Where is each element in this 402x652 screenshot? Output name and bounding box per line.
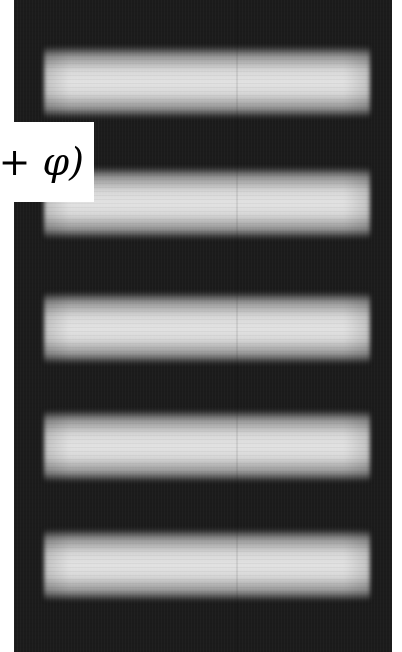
fringe-band-1 [44,46,370,118]
fringe-band-2 [44,167,370,239]
fringe-band-3 [44,292,370,364]
formula-label: + φ) [0,122,94,202]
interference-photo [14,0,392,652]
formula-text: + φ) [0,140,84,184]
fringe-band-5 [44,529,370,601]
fringe-band-4 [44,410,370,482]
photo-seam [236,0,238,652]
